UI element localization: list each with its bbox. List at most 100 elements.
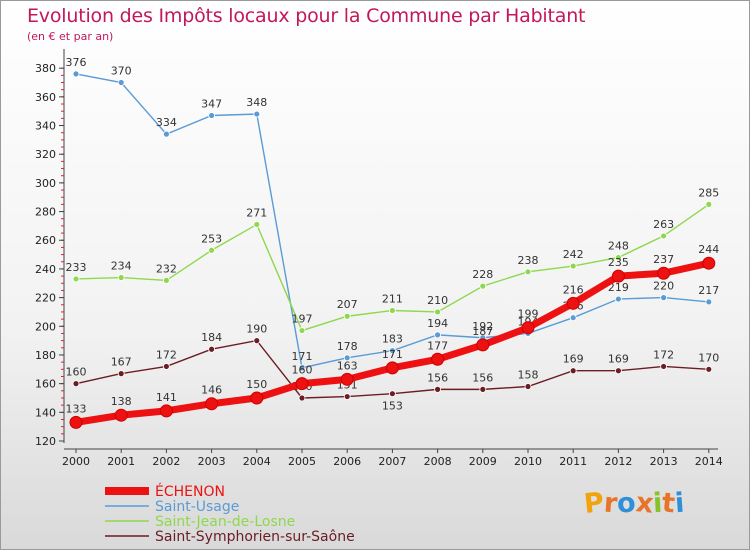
data-label: 138 xyxy=(111,395,132,408)
data-label: 237 xyxy=(653,253,674,266)
data-point xyxy=(162,363,170,370)
y-tick-label: 320 xyxy=(35,148,56,161)
x-tick-label: 2010 xyxy=(514,455,542,468)
data-point xyxy=(434,385,442,393)
data-label: 263 xyxy=(653,218,674,231)
data-point xyxy=(524,268,532,276)
data-label: 271 xyxy=(246,206,267,219)
data-point xyxy=(569,314,577,322)
data-point xyxy=(479,282,487,290)
data-point xyxy=(569,367,577,375)
data-point xyxy=(114,408,128,422)
logo-letter: i xyxy=(674,487,686,520)
data-label: 253 xyxy=(201,232,222,245)
data-label: 248 xyxy=(608,239,629,252)
data-point xyxy=(702,256,716,270)
x-tick-label: 2008 xyxy=(424,455,452,468)
data-label: 177 xyxy=(427,339,448,352)
data-label: 220 xyxy=(653,280,674,293)
data-label: 334 xyxy=(156,116,177,129)
y-tick-label: 300 xyxy=(35,177,56,190)
data-point xyxy=(388,347,396,355)
data-point xyxy=(566,296,580,310)
data-point xyxy=(298,327,306,334)
data-point xyxy=(159,404,173,418)
logo-letter: o xyxy=(616,487,637,520)
data-label: 172 xyxy=(653,348,674,361)
data-label: 169 xyxy=(563,353,584,366)
data-point xyxy=(660,363,667,370)
data-point xyxy=(117,370,125,378)
y-tick-label: 140 xyxy=(35,406,56,419)
data-point xyxy=(72,380,80,388)
data-label: 370 xyxy=(111,65,132,78)
chart-subtitle: (en € et par an) xyxy=(27,30,114,43)
data-label: 194 xyxy=(427,317,448,330)
legend-entry: ÉCHENON xyxy=(155,483,225,500)
y-tick-label: 120 xyxy=(35,435,56,448)
y-tick-label: 180 xyxy=(35,349,56,362)
data-label: 234 xyxy=(111,260,132,273)
data-point xyxy=(343,393,351,400)
data-label: 167 xyxy=(111,356,132,369)
data-point xyxy=(615,367,622,375)
x-tick-label: 2001 xyxy=(107,455,135,468)
data-point xyxy=(434,308,442,316)
data-label: 171 xyxy=(382,348,403,361)
data-point xyxy=(208,246,216,254)
data-label: 170 xyxy=(698,351,719,364)
x-tick-label: 2014 xyxy=(695,455,723,468)
legend-entry: Saint-Jean-de-Losne xyxy=(155,514,295,530)
y-tick-label: 360 xyxy=(35,91,56,104)
data-point xyxy=(615,254,622,261)
data-label: 199 xyxy=(518,308,539,321)
data-point xyxy=(343,312,351,320)
data-label: 184 xyxy=(201,331,222,344)
data-label: 219 xyxy=(608,281,629,294)
data-point xyxy=(479,385,487,393)
data-label: 150 xyxy=(246,378,267,391)
data-point xyxy=(431,352,445,366)
data-point xyxy=(295,377,309,391)
proxiti-logo: Proxiti xyxy=(582,487,686,520)
data-point xyxy=(117,79,125,86)
data-point xyxy=(340,372,354,386)
x-tick-label: 2013 xyxy=(650,455,678,468)
data-label: 348 xyxy=(246,96,267,109)
data-point xyxy=(705,298,713,306)
data-point xyxy=(253,221,261,228)
data-label: 228 xyxy=(472,268,493,281)
x-tick-label: 2004 xyxy=(243,455,271,468)
x-tick-label: 2003 xyxy=(198,455,226,468)
data-label: 158 xyxy=(518,369,539,382)
data-point xyxy=(343,354,351,362)
x-tick-label: 2002 xyxy=(152,455,180,468)
data-label: 242 xyxy=(563,248,584,261)
data-point xyxy=(611,269,625,283)
data-label: 376 xyxy=(66,56,87,69)
data-label: 187 xyxy=(472,325,493,338)
data-point xyxy=(705,200,713,208)
data-label: 211 xyxy=(382,293,403,306)
data-label: 210 xyxy=(427,294,448,307)
data-point xyxy=(660,232,667,240)
data-point xyxy=(208,112,216,119)
y-tick-label: 340 xyxy=(35,120,56,133)
data-point xyxy=(388,390,396,398)
x-tick-label: 2009 xyxy=(469,455,497,468)
data-label: 133 xyxy=(66,402,87,415)
x-tick-label: 2006 xyxy=(333,455,361,468)
data-label: 178 xyxy=(337,340,358,353)
y-tick-label: 200 xyxy=(35,320,56,333)
x-tick-label: 2000 xyxy=(62,455,90,468)
data-label: 235 xyxy=(608,256,629,269)
data-label: 156 xyxy=(427,371,448,384)
data-point xyxy=(434,331,442,339)
data-label: 141 xyxy=(156,391,177,404)
data-label: 207 xyxy=(337,298,358,311)
data-point xyxy=(298,364,306,372)
data-point xyxy=(660,294,667,302)
legend-entry: Saint-Usage xyxy=(155,499,239,515)
data-point xyxy=(476,338,490,352)
